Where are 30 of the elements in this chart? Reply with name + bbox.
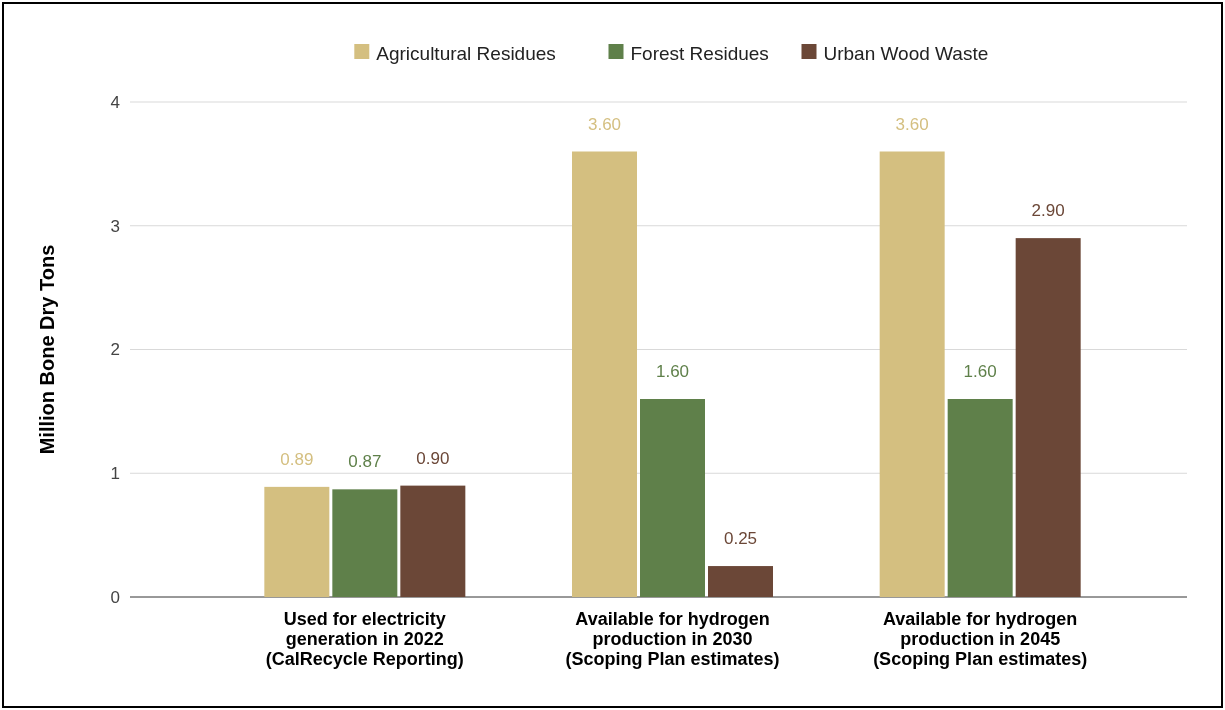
data-label: 0.89 bbox=[280, 449, 314, 469]
data-label: 0.90 bbox=[416, 448, 450, 468]
bar bbox=[640, 399, 705, 597]
y-axis-title: Million Bone Dry Tons bbox=[36, 244, 58, 455]
bar bbox=[1015, 238, 1081, 597]
legend-label: Forest Residues bbox=[630, 42, 769, 64]
legend-label: Urban Wood Waste bbox=[823, 42, 989, 64]
data-label: 1.60 bbox=[655, 362, 690, 381]
bar bbox=[879, 151, 945, 597]
bar bbox=[572, 151, 637, 597]
data-label: 0.25 bbox=[723, 529, 758, 549]
bar bbox=[400, 485, 466, 597]
y-tick-label: 3 bbox=[110, 216, 120, 236]
data-label: 3.60 bbox=[895, 114, 929, 134]
x-tick-label: Available for hydrogen production in 2030 (Scoping Plan estimates) bbox=[565, 609, 780, 669]
data-label: 2.90 bbox=[1031, 201, 1065, 221]
y-tick-label: 4 bbox=[110, 92, 120, 112]
data-label: 1.60 bbox=[963, 362, 997, 381]
x-tick-label: Available for hydrogen production in 2045 (Scoping Plan estimates) bbox=[873, 609, 1088, 669]
x-tick-label: Used for electricity generation in 2022 (CalRecycle Reporting) bbox=[265, 609, 464, 669]
data-label: 3.60 bbox=[587, 114, 622, 134]
bar bbox=[332, 489, 398, 597]
data-label: 0.87 bbox=[348, 452, 382, 472]
bar bbox=[947, 399, 1013, 597]
y-tick-label: 1 bbox=[110, 464, 120, 484]
bar bbox=[708, 566, 773, 597]
bar bbox=[264, 486, 330, 597]
legend-label: Agricultural Residues bbox=[376, 42, 556, 64]
y-tick-label: 2 bbox=[110, 340, 120, 360]
y-tick-label: 0 bbox=[110, 587, 120, 607]
